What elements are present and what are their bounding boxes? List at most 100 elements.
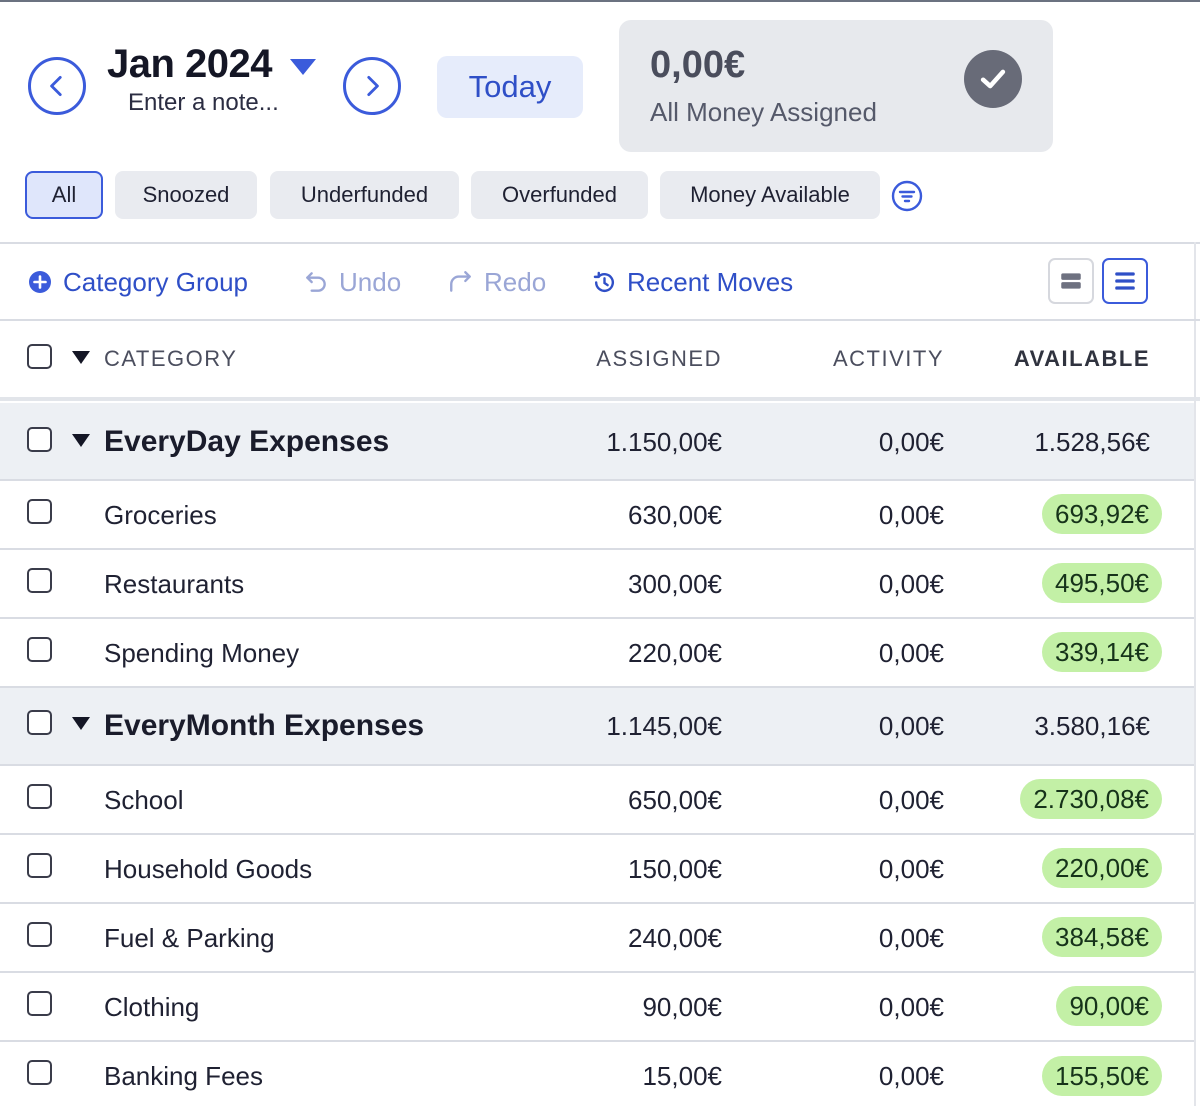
- category-checkbox[interactable]: [27, 1060, 52, 1085]
- compact-rows-icon: [1061, 273, 1081, 289]
- filter-overfunded[interactable]: Overfunded: [471, 171, 648, 219]
- category-checkbox[interactable]: [27, 568, 52, 593]
- category-row[interactable]: Household Goods 150,00€ 0,00€ 220,00€: [0, 835, 1194, 902]
- month-note-input[interactable]: Enter a note...: [128, 89, 279, 116]
- category-row[interactable]: Fuel & Parking 240,00€ 0,00€ 384,58€: [0, 904, 1194, 971]
- group-available: 1.528,56€: [1034, 427, 1150, 457]
- available-pill[interactable]: 155,50€: [1042, 1056, 1162, 1096]
- category-checkbox[interactable]: [27, 784, 52, 809]
- category-group-row[interactable]: EveryDay Expenses 1.150,00€ 0,00€ 1.528,…: [0, 403, 1194, 479]
- today-button[interactable]: Today: [437, 56, 583, 118]
- category-name[interactable]: Banking Fees: [104, 1061, 263, 1091]
- category-checkbox[interactable]: [27, 637, 52, 662]
- category-assigned-input[interactable]: 300,00€: [628, 569, 722, 599]
- group-checkbox[interactable]: [27, 710, 52, 735]
- available-pill[interactable]: 2.730,08€: [1020, 779, 1162, 819]
- month-title[interactable]: Jan 2024: [107, 42, 273, 86]
- row-divider: [0, 971, 1194, 973]
- redo-button[interactable]: Redo: [448, 264, 546, 300]
- category-name[interactable]: Clothing: [104, 992, 200, 1022]
- column-category[interactable]: CATEGORY: [104, 346, 238, 371]
- recent-moves-button[interactable]: Recent Moves: [591, 264, 793, 300]
- filter-all[interactable]: All: [25, 171, 103, 219]
- category-row[interactable]: Clothing 90,00€ 0,00€ 90,00€: [0, 973, 1194, 1040]
- available-pill[interactable]: 220,00€: [1042, 848, 1162, 888]
- column-assigned[interactable]: ASSIGNED: [596, 346, 722, 371]
- category-name[interactable]: Spending Money: [104, 638, 300, 668]
- row-divider: [0, 617, 1194, 619]
- divider: [0, 397, 1200, 401]
- category-row[interactable]: Banking Fees 15,00€ 0,00€ 155,50€: [0, 1042, 1194, 1106]
- column-activity[interactable]: ACTIVITY: [832, 346, 944, 371]
- row-divider: [0, 764, 1194, 766]
- available-pill[interactable]: 495,50€: [1042, 563, 1162, 603]
- available-pill[interactable]: 339,14€: [1042, 632, 1162, 672]
- group-collapse-caret-icon[interactable]: [72, 434, 90, 447]
- category-checkbox[interactable]: [27, 922, 52, 947]
- group-name[interactable]: EveryDay Expenses: [104, 425, 390, 458]
- category-row[interactable]: Restaurants 300,00€ 0,00€ 495,50€: [0, 550, 1194, 617]
- available-pill[interactable]: 384,58€: [1042, 917, 1162, 957]
- recent-moves-label: Recent Moves: [627, 266, 794, 297]
- category-name[interactable]: Fuel & Parking: [104, 923, 275, 953]
- row-divider: [0, 833, 1194, 835]
- divider: [0, 242, 1200, 244]
- available-pill[interactable]: 693,92€: [1042, 494, 1162, 534]
- category-activity[interactable]: 0,00€: [878, 785, 944, 815]
- top-border: [0, 0, 1200, 2]
- group-checkbox[interactable]: [27, 427, 52, 452]
- previous-month-button[interactable]: [28, 57, 86, 115]
- category-activity[interactable]: 0,00€: [878, 923, 944, 953]
- category-assigned-input[interactable]: 220,00€: [628, 638, 722, 668]
- filter-underfunded[interactable]: Underfunded: [270, 171, 459, 219]
- undo-button[interactable]: Undo: [303, 264, 401, 300]
- category-name[interactable]: School: [104, 785, 184, 815]
- plus-circle-icon: [27, 269, 53, 295]
- category-row[interactable]: Spending Money 220,00€ 0,00€ 339,14€: [0, 619, 1194, 686]
- add-category-group-button[interactable]: Category Group: [27, 264, 248, 300]
- category-row[interactable]: Groceries 630,00€ 0,00€ 693,92€: [0, 481, 1194, 548]
- collapse-all-caret-icon[interactable]: [72, 351, 90, 364]
- redo-label: Redo: [484, 266, 547, 297]
- filter-snoozed[interactable]: Snoozed: [115, 171, 257, 219]
- compact-view-button[interactable]: [1048, 258, 1094, 304]
- select-all-checkbox[interactable]: [27, 344, 52, 369]
- row-divider: [0, 902, 1194, 904]
- next-month-button[interactable]: [343, 57, 401, 115]
- category-group-row[interactable]: EveryMonth Expenses 1.145,00€ 0,00€ 3.58…: [0, 688, 1194, 764]
- group-activity: 0,00€: [878, 711, 944, 741]
- filter-settings-icon[interactable]: [891, 180, 923, 212]
- category-checkbox[interactable]: [27, 499, 52, 524]
- category-assigned-input[interactable]: 15,00€: [642, 1061, 722, 1091]
- group-assigned: 1.145,00€: [606, 711, 722, 741]
- category-group-label: Category Group: [63, 266, 248, 297]
- list-rows-icon: [1115, 272, 1135, 290]
- divider: [0, 319, 1200, 321]
- category-checkbox[interactable]: [27, 853, 52, 878]
- ready-to-assign-card[interactable]: 0,00€ All Money Assigned: [619, 20, 1053, 152]
- row-divider: [0, 1040, 1194, 1042]
- category-row[interactable]: School 650,00€ 0,00€ 2.730,08€: [0, 766, 1194, 833]
- category-activity[interactable]: 0,00€: [878, 992, 944, 1022]
- category-name[interactable]: Groceries: [104, 500, 217, 530]
- available-pill[interactable]: 90,00€: [1056, 986, 1162, 1026]
- month-dropdown-caret-icon[interactable]: [290, 59, 316, 75]
- category-assigned-input[interactable]: 630,00€: [628, 500, 722, 530]
- category-activity[interactable]: 0,00€: [878, 638, 944, 668]
- category-name[interactable]: Restaurants: [104, 569, 245, 599]
- category-activity[interactable]: 0,00€: [878, 854, 944, 884]
- category-assigned-input[interactable]: 90,00€: [642, 992, 722, 1022]
- group-collapse-caret-icon[interactable]: [72, 717, 90, 730]
- group-name[interactable]: EveryMonth Expenses: [104, 709, 425, 742]
- category-name[interactable]: Household Goods: [104, 854, 313, 884]
- category-assigned-input[interactable]: 240,00€: [628, 923, 722, 953]
- category-assigned-input[interactable]: 150,00€: [628, 854, 722, 884]
- category-checkbox[interactable]: [27, 991, 52, 1016]
- category-activity[interactable]: 0,00€: [878, 1061, 944, 1091]
- category-assigned-input[interactable]: 650,00€: [628, 785, 722, 815]
- filter-money-available[interactable]: Money Available: [660, 171, 880, 219]
- column-available[interactable]: AVAILABLE: [1013, 346, 1150, 371]
- category-activity[interactable]: 0,00€: [878, 569, 944, 599]
- category-activity[interactable]: 0,00€: [878, 500, 944, 530]
- expanded-view-button[interactable]: [1102, 258, 1148, 304]
